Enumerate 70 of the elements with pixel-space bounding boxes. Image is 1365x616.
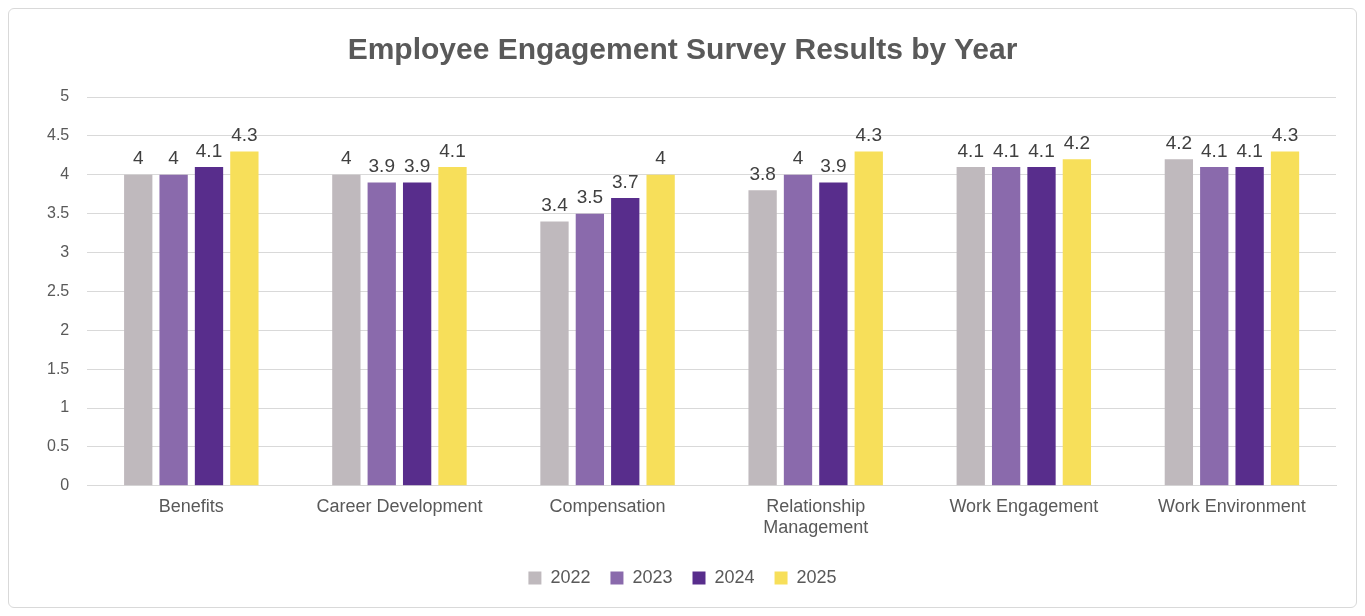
legend-label: 2023 bbox=[632, 566, 673, 587]
bar bbox=[748, 190, 777, 486]
y-tick-label: 0 bbox=[60, 476, 70, 494]
bar bbox=[646, 174, 675, 486]
data-label: 4.1 bbox=[957, 139, 984, 161]
x-tick-label: Work Engagement bbox=[949, 495, 1099, 516]
bar bbox=[124, 174, 153, 486]
bar bbox=[540, 221, 569, 486]
data-label: 4 bbox=[168, 147, 180, 169]
data-label: 3.8 bbox=[749, 163, 776, 185]
data-label: 4.3 bbox=[231, 124, 258, 146]
bar bbox=[194, 166, 224, 486]
bar bbox=[438, 166, 467, 486]
y-tick-label: 4 bbox=[60, 165, 70, 183]
y-tick-label: 0.5 bbox=[46, 437, 70, 455]
data-label: 4.1 bbox=[1028, 139, 1055, 161]
y-tick-label: 3.5 bbox=[46, 204, 70, 222]
x-tick-label: Compensation bbox=[549, 495, 666, 516]
data-label: 3.5 bbox=[576, 186, 604, 208]
bar bbox=[854, 151, 883, 486]
bar bbox=[575, 213, 605, 486]
data-label: 4.1 bbox=[992, 139, 1020, 161]
y-tick-label: 3 bbox=[60, 242, 70, 260]
data-label: 4.1 bbox=[195, 139, 223, 161]
bar bbox=[402, 182, 432, 486]
legend-label: 2022 bbox=[550, 566, 591, 587]
bar bbox=[991, 166, 1021, 486]
data-label: 4 bbox=[655, 147, 667, 169]
y-tick-label: 2 bbox=[60, 320, 70, 338]
data-label: 4.2 bbox=[1165, 131, 1193, 153]
bar bbox=[159, 174, 188, 486]
bar bbox=[783, 174, 813, 486]
y-tick-label: 1 bbox=[60, 398, 70, 416]
bar bbox=[1027, 166, 1056, 486]
data-label: 3.9 bbox=[820, 155, 847, 177]
data-label: 4.3 bbox=[855, 124, 882, 146]
bar bbox=[956, 166, 985, 486]
data-label: 4 bbox=[341, 147, 353, 169]
legend-label: 2025 bbox=[796, 566, 837, 587]
bar bbox=[1200, 166, 1229, 486]
bar bbox=[1235, 166, 1264, 486]
data-label: 3.4 bbox=[541, 194, 569, 216]
bar bbox=[819, 182, 848, 486]
data-label: 4.1 bbox=[1201, 139, 1228, 161]
y-tick-label: 4.5 bbox=[46, 126, 70, 144]
chart-title: Employee Engagement Survey Results by Year bbox=[347, 32, 1018, 66]
bar bbox=[1062, 159, 1092, 486]
data-label: 4 bbox=[792, 147, 804, 169]
data-label: 4.1 bbox=[1236, 139, 1263, 161]
data-label: 3.9 bbox=[368, 155, 395, 177]
bar bbox=[367, 182, 396, 486]
data-label: 4.1 bbox=[439, 139, 466, 161]
data-label: 3.9 bbox=[403, 155, 431, 177]
y-tick-label: 1.5 bbox=[46, 359, 70, 377]
y-tick-label: 2.5 bbox=[46, 281, 70, 299]
data-label: 4 bbox=[132, 147, 144, 169]
data-label: 4.3 bbox=[1271, 124, 1299, 146]
legend-label: 2024 bbox=[714, 566, 755, 587]
x-tick-label: Relationship Management bbox=[763, 495, 869, 538]
y-tick-label: 5 bbox=[60, 87, 70, 105]
x-tick-label: Career Development bbox=[316, 495, 483, 516]
x-tick-label: Benefits bbox=[158, 495, 224, 516]
data-label: 3.7 bbox=[612, 170, 639, 192]
bar bbox=[1270, 151, 1300, 486]
bar bbox=[332, 174, 361, 486]
bar bbox=[1164, 159, 1194, 486]
bar bbox=[611, 198, 640, 486]
data-label: 4.2 bbox=[1063, 131, 1091, 153]
bar bbox=[230, 151, 259, 486]
x-tick-label: Work Environment bbox=[1158, 495, 1306, 516]
